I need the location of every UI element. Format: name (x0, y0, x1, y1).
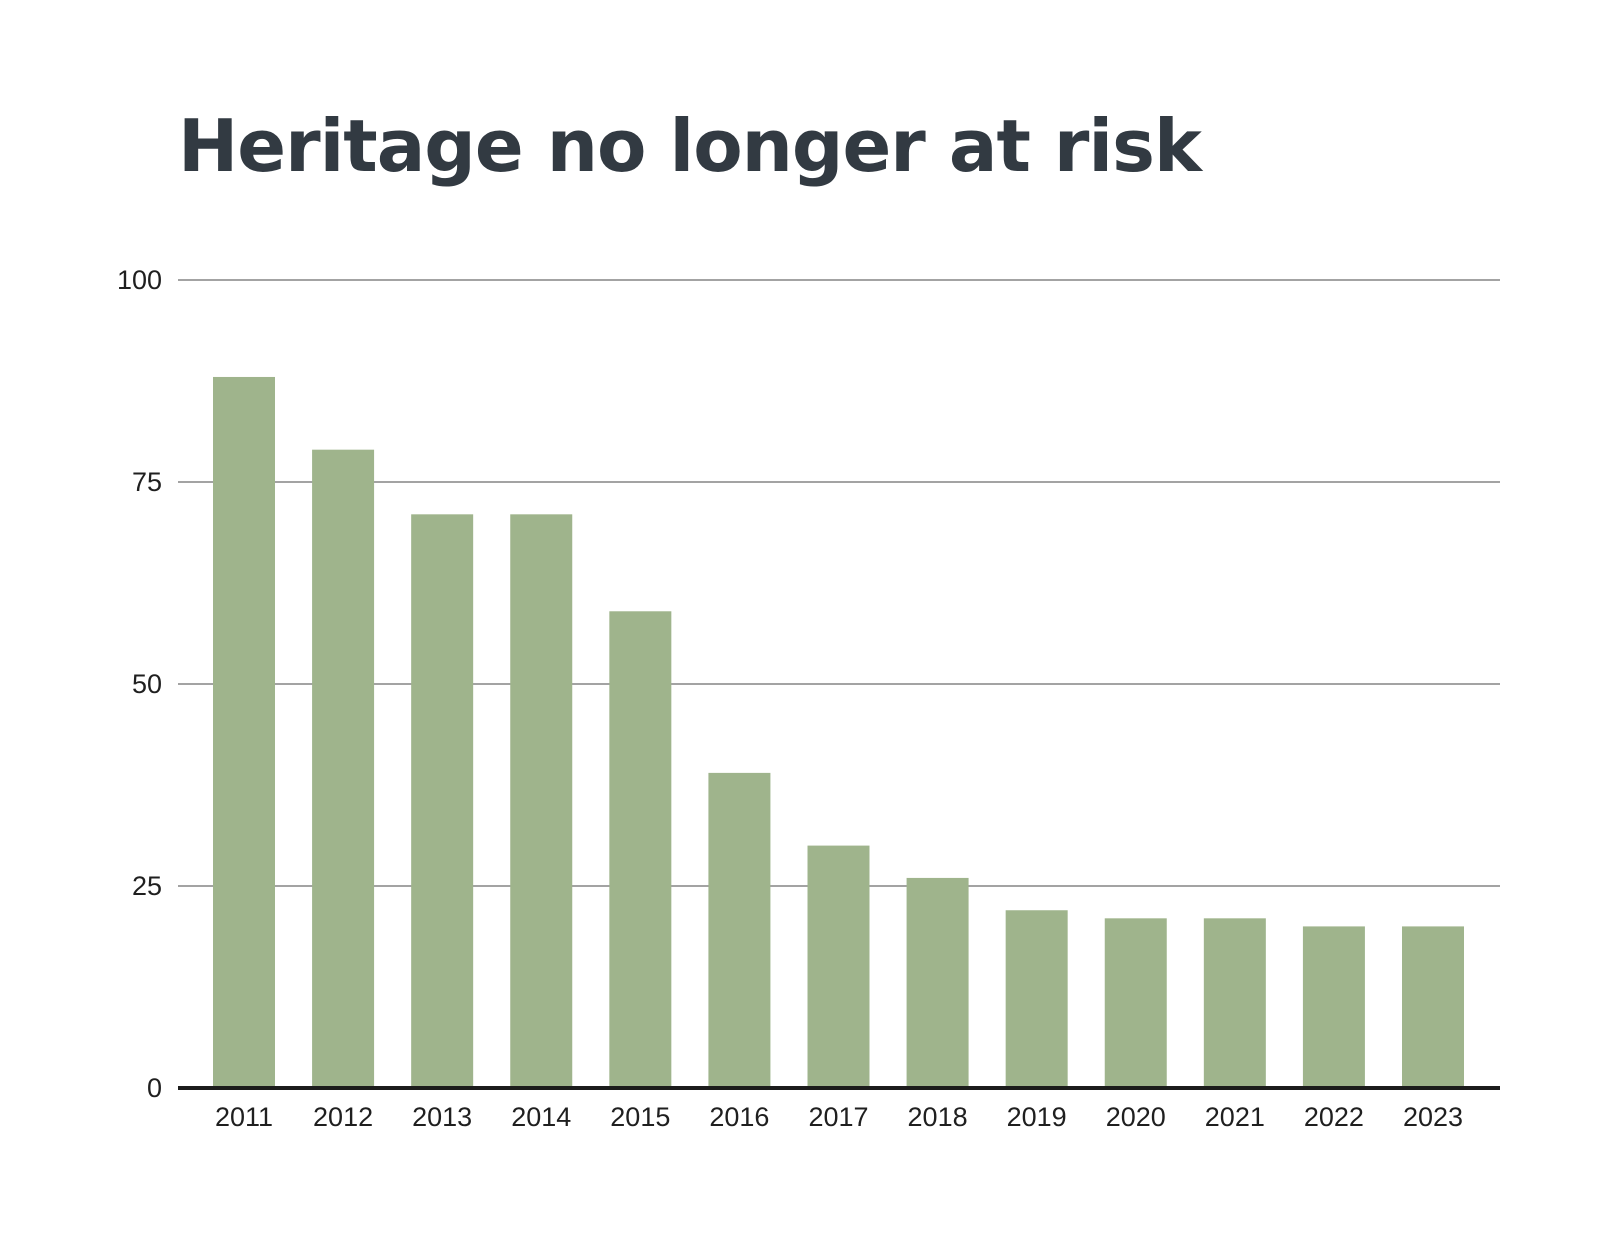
x-tick-label-2016: 2016 (709, 1102, 769, 1132)
chart-title: Heritage no longer at risk (178, 104, 1202, 188)
bar-2022 (1302, 926, 1365, 1088)
y-axis-tick-labels: 0 25 50 75 100 (117, 265, 162, 1103)
bar-2020 (1104, 918, 1167, 1088)
gridlines (178, 279, 1500, 887)
y-tick-label-25: 25 (132, 871, 162, 901)
y-tick-label-50: 50 (132, 669, 162, 699)
x-tick-label-2013: 2013 (412, 1102, 472, 1132)
bars (213, 376, 1464, 1089)
bar-2016 (708, 772, 771, 1088)
bar-2019 (1005, 910, 1068, 1088)
x-tick-label-2012: 2012 (313, 1102, 373, 1132)
bar-2015 (609, 611, 672, 1088)
x-tick-label-2017: 2017 (808, 1102, 868, 1132)
x-tick-label-2014: 2014 (511, 1102, 571, 1132)
bar-2013 (411, 514, 474, 1088)
bar-2011 (213, 376, 275, 1089)
bar-2018 (906, 877, 969, 1088)
x-tick-label-2023: 2023 (1403, 1102, 1463, 1132)
x-tick-label-2018: 2018 (908, 1102, 968, 1132)
x-tick-label-2011: 2011 (215, 1102, 273, 1132)
bar-2012 (312, 449, 375, 1088)
bar-2023 (1402, 926, 1464, 1088)
y-tick-label-100: 100 (117, 265, 162, 295)
x-tick-label-2022: 2022 (1304, 1102, 1364, 1132)
bar-2017 (807, 845, 870, 1088)
x-tick-label-2019: 2019 (1007, 1102, 1067, 1132)
y-tick-label-75: 75 (132, 467, 162, 497)
x-tick-label-2020: 2020 (1106, 1102, 1166, 1132)
bar-2021 (1203, 918, 1266, 1088)
x-tick-label-2015: 2015 (610, 1102, 670, 1132)
x-axis-tick-labels: 2011 2012 2013 2014 2015 2016 2017 2018 2019 2020… (215, 1102, 1463, 1132)
y-tick-label-0: 0 (147, 1073, 162, 1103)
bar-2014 (510, 514, 573, 1088)
x-tick-label-2021: 2021 (1205, 1102, 1265, 1132)
